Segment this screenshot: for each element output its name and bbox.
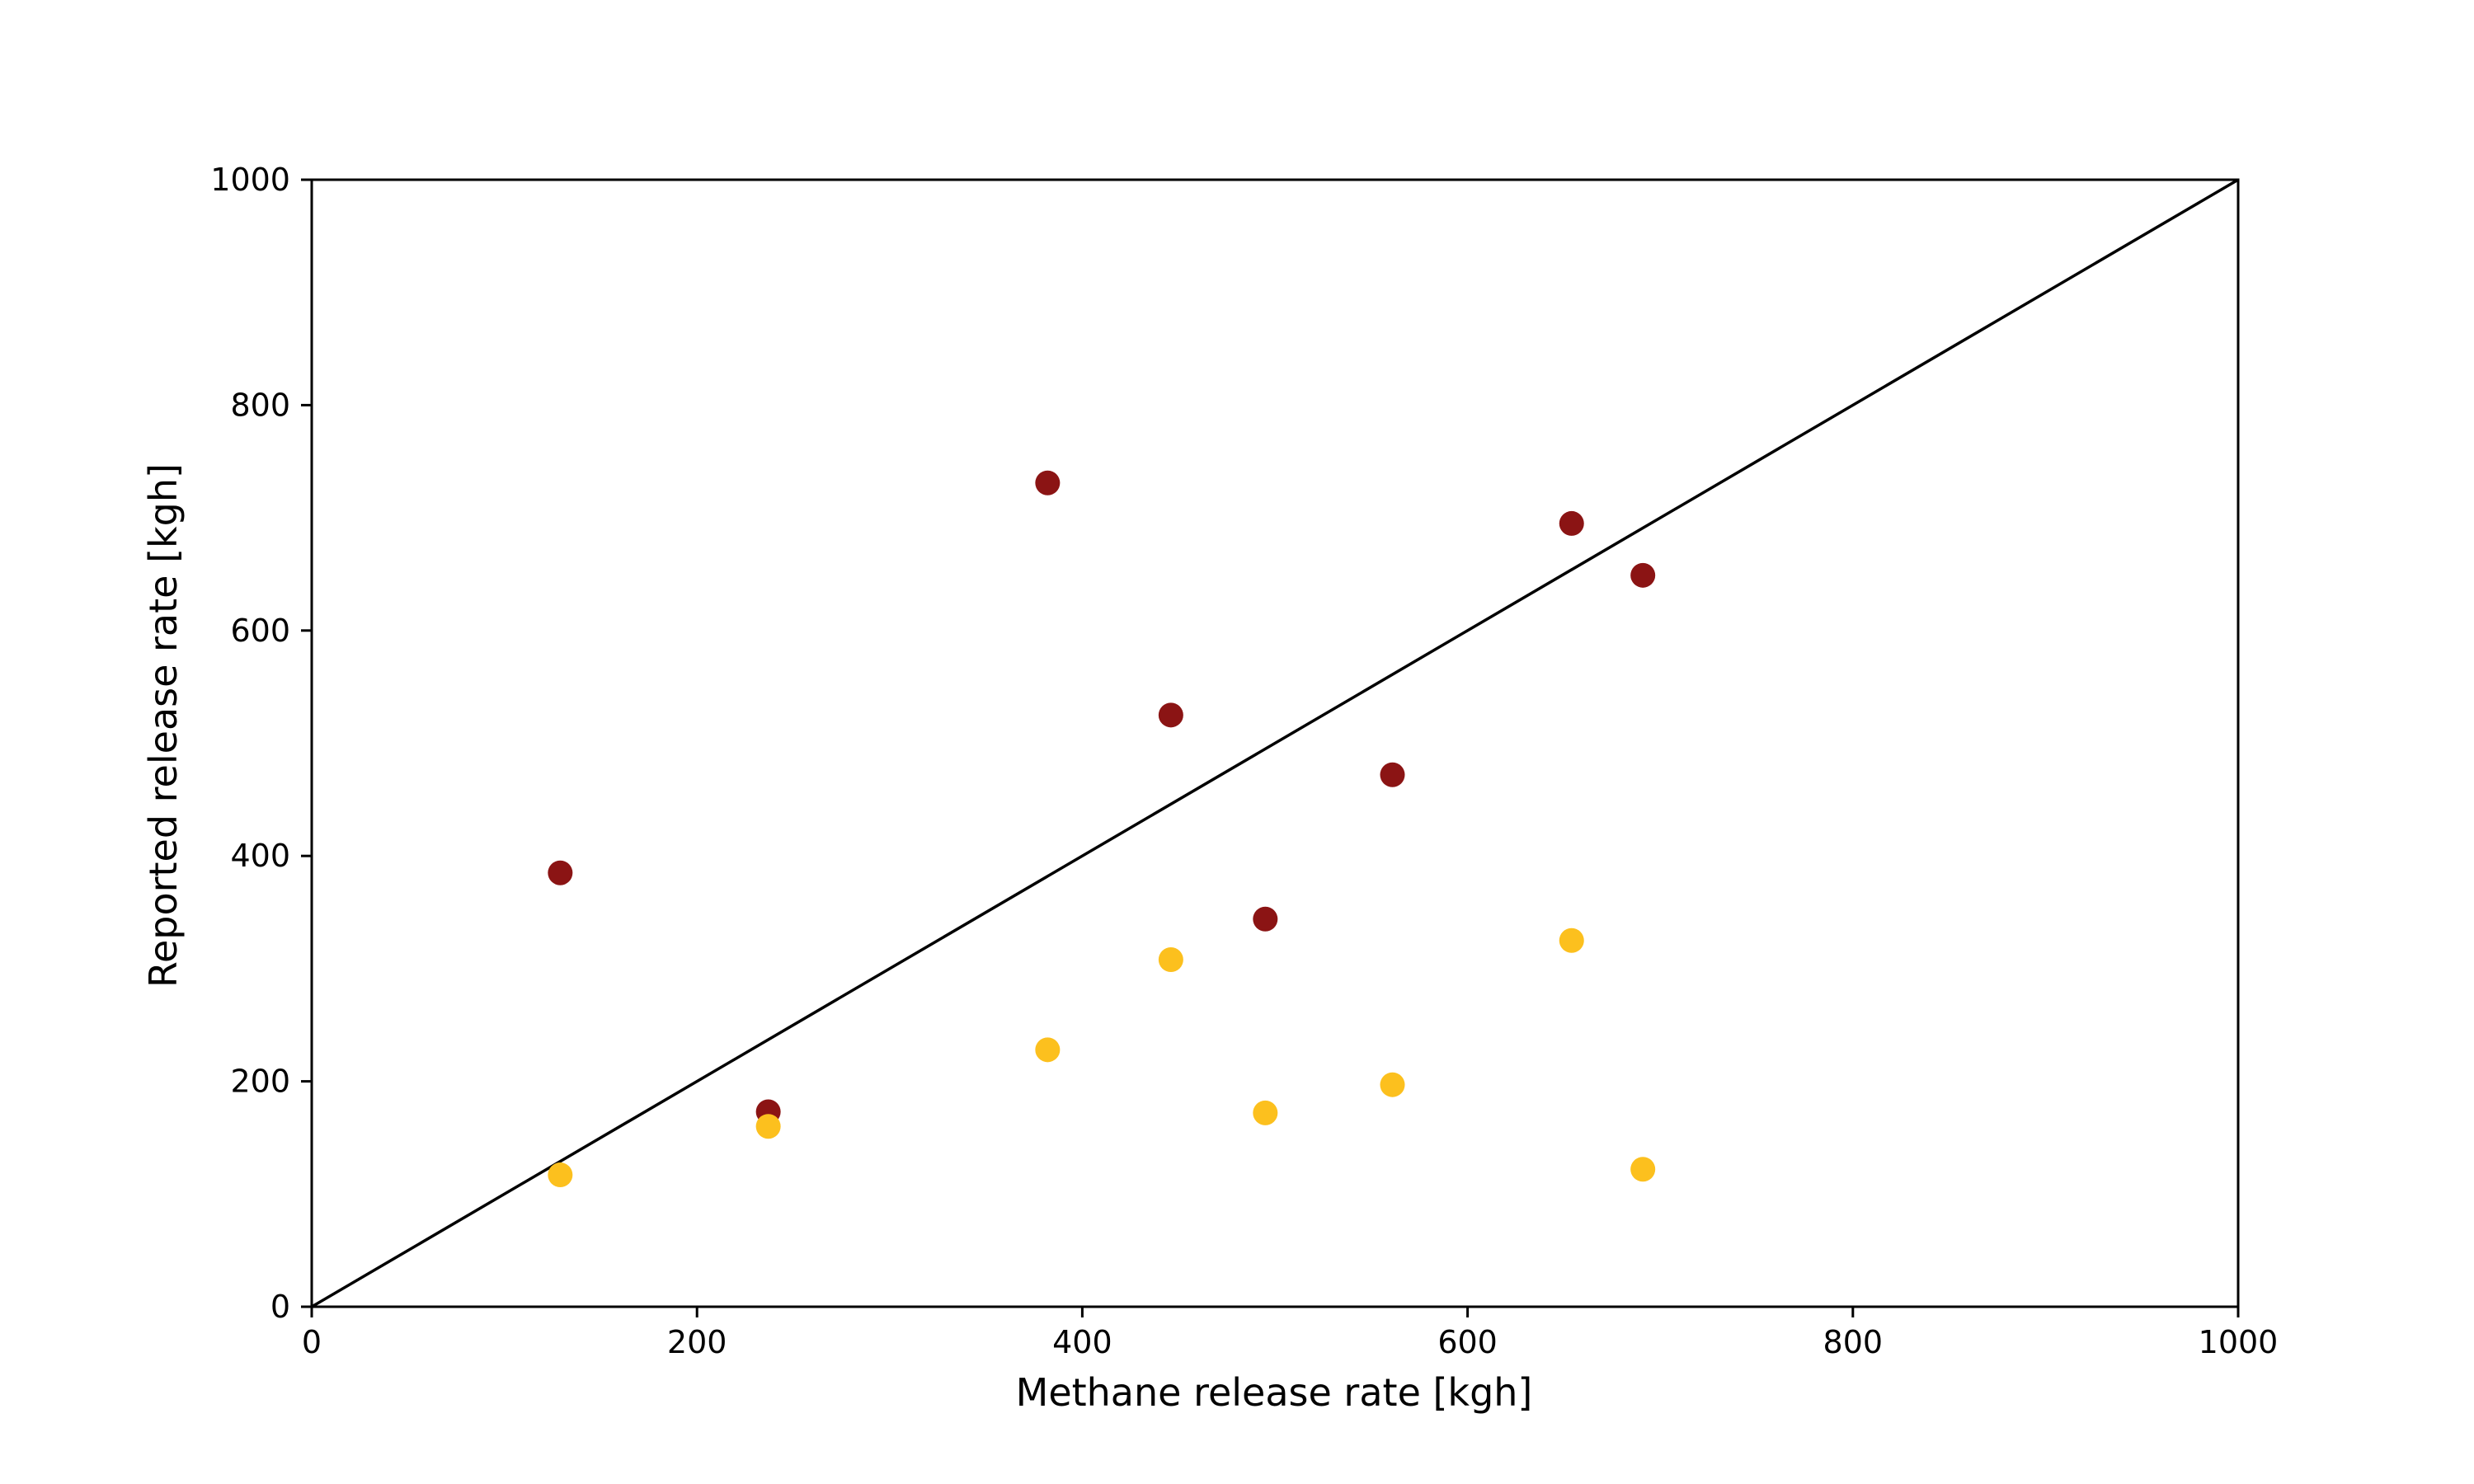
- x-tick-label-3: 600: [1437, 1324, 1498, 1360]
- x-tick-label-4: 800: [1823, 1324, 1884, 1360]
- data-point-series-1-7: [1559, 510, 1584, 536]
- data-points: [548, 470, 1656, 1188]
- x-tick-label-2: 400: [1052, 1324, 1112, 1360]
- plot-area: [310, 178, 2240, 1308]
- identity-reference-line: [311, 178, 2239, 1308]
- x-tick-label-1: 200: [667, 1324, 727, 1360]
- data-point-series-2-5: [1253, 1100, 1278, 1125]
- data-point-series-1-4: [1158, 702, 1183, 728]
- data-point-series-2-4: [1158, 946, 1183, 972]
- data-point-series-2-8: [1630, 1157, 1656, 1182]
- y-axis: 0 200 400 600 800 1000: [210, 162, 312, 1325]
- y-axis-label: Reported release rate [kgh]: [141, 463, 186, 988]
- y-tick-label-2: 400: [230, 838, 290, 874]
- data-point-series-2-6: [1380, 1072, 1405, 1097]
- data-point-series-1-8: [1630, 562, 1656, 588]
- plot-frame: [310, 178, 2240, 1308]
- data-point-series-2-3: [1035, 1037, 1061, 1063]
- y-tick-label-4: 800: [230, 387, 290, 423]
- y-tick-label-5: 1000: [210, 162, 290, 198]
- x-tick-label-0: 0: [302, 1324, 322, 1360]
- data-point-series-2-1: [548, 1162, 573, 1188]
- data-point-series-1-1: [548, 860, 573, 885]
- y-tick-label-1: 200: [230, 1064, 290, 1100]
- data-point-series-2-2: [755, 1114, 781, 1139]
- x-tick-label-5: 1000: [2199, 1324, 2279, 1360]
- data-point-series-1-5: [1253, 906, 1278, 932]
- data-point-series-2-7: [1559, 928, 1584, 953]
- data-point-series-1-3: [1035, 470, 1061, 495]
- y-tick-label-0: 0: [270, 1289, 290, 1325]
- x-axis: 0 200 400 600 800 1000: [302, 1307, 2278, 1360]
- y-tick-label-3: 600: [230, 613, 290, 649]
- x-axis-label: Methane release rate [kgh]: [1016, 1370, 1533, 1415]
- data-point-series-1-6: [1380, 762, 1405, 787]
